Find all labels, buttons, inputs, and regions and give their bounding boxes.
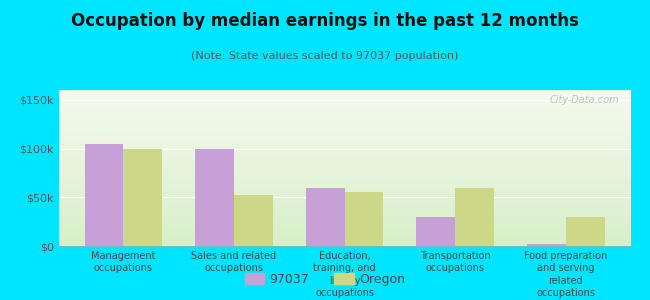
Bar [566,217,604,246]
Bar [306,188,345,246]
Legend: 97037, Oregon: 97037, Oregon [240,268,410,291]
Bar [124,148,162,246]
Text: Occupation by median earnings in the past 12 months: Occupation by median earnings in the pas… [71,12,579,30]
Bar [344,192,383,246]
Bar [455,188,494,246]
Bar [417,217,455,246]
Text: City-Data.com: City-Data.com [549,95,619,105]
Text: (Note: State values scaled to 97037 population): (Note: State values scaled to 97037 popu… [191,51,459,61]
Bar [234,195,272,246]
Bar [527,244,566,246]
Bar [195,148,234,246]
Bar [84,144,124,246]
